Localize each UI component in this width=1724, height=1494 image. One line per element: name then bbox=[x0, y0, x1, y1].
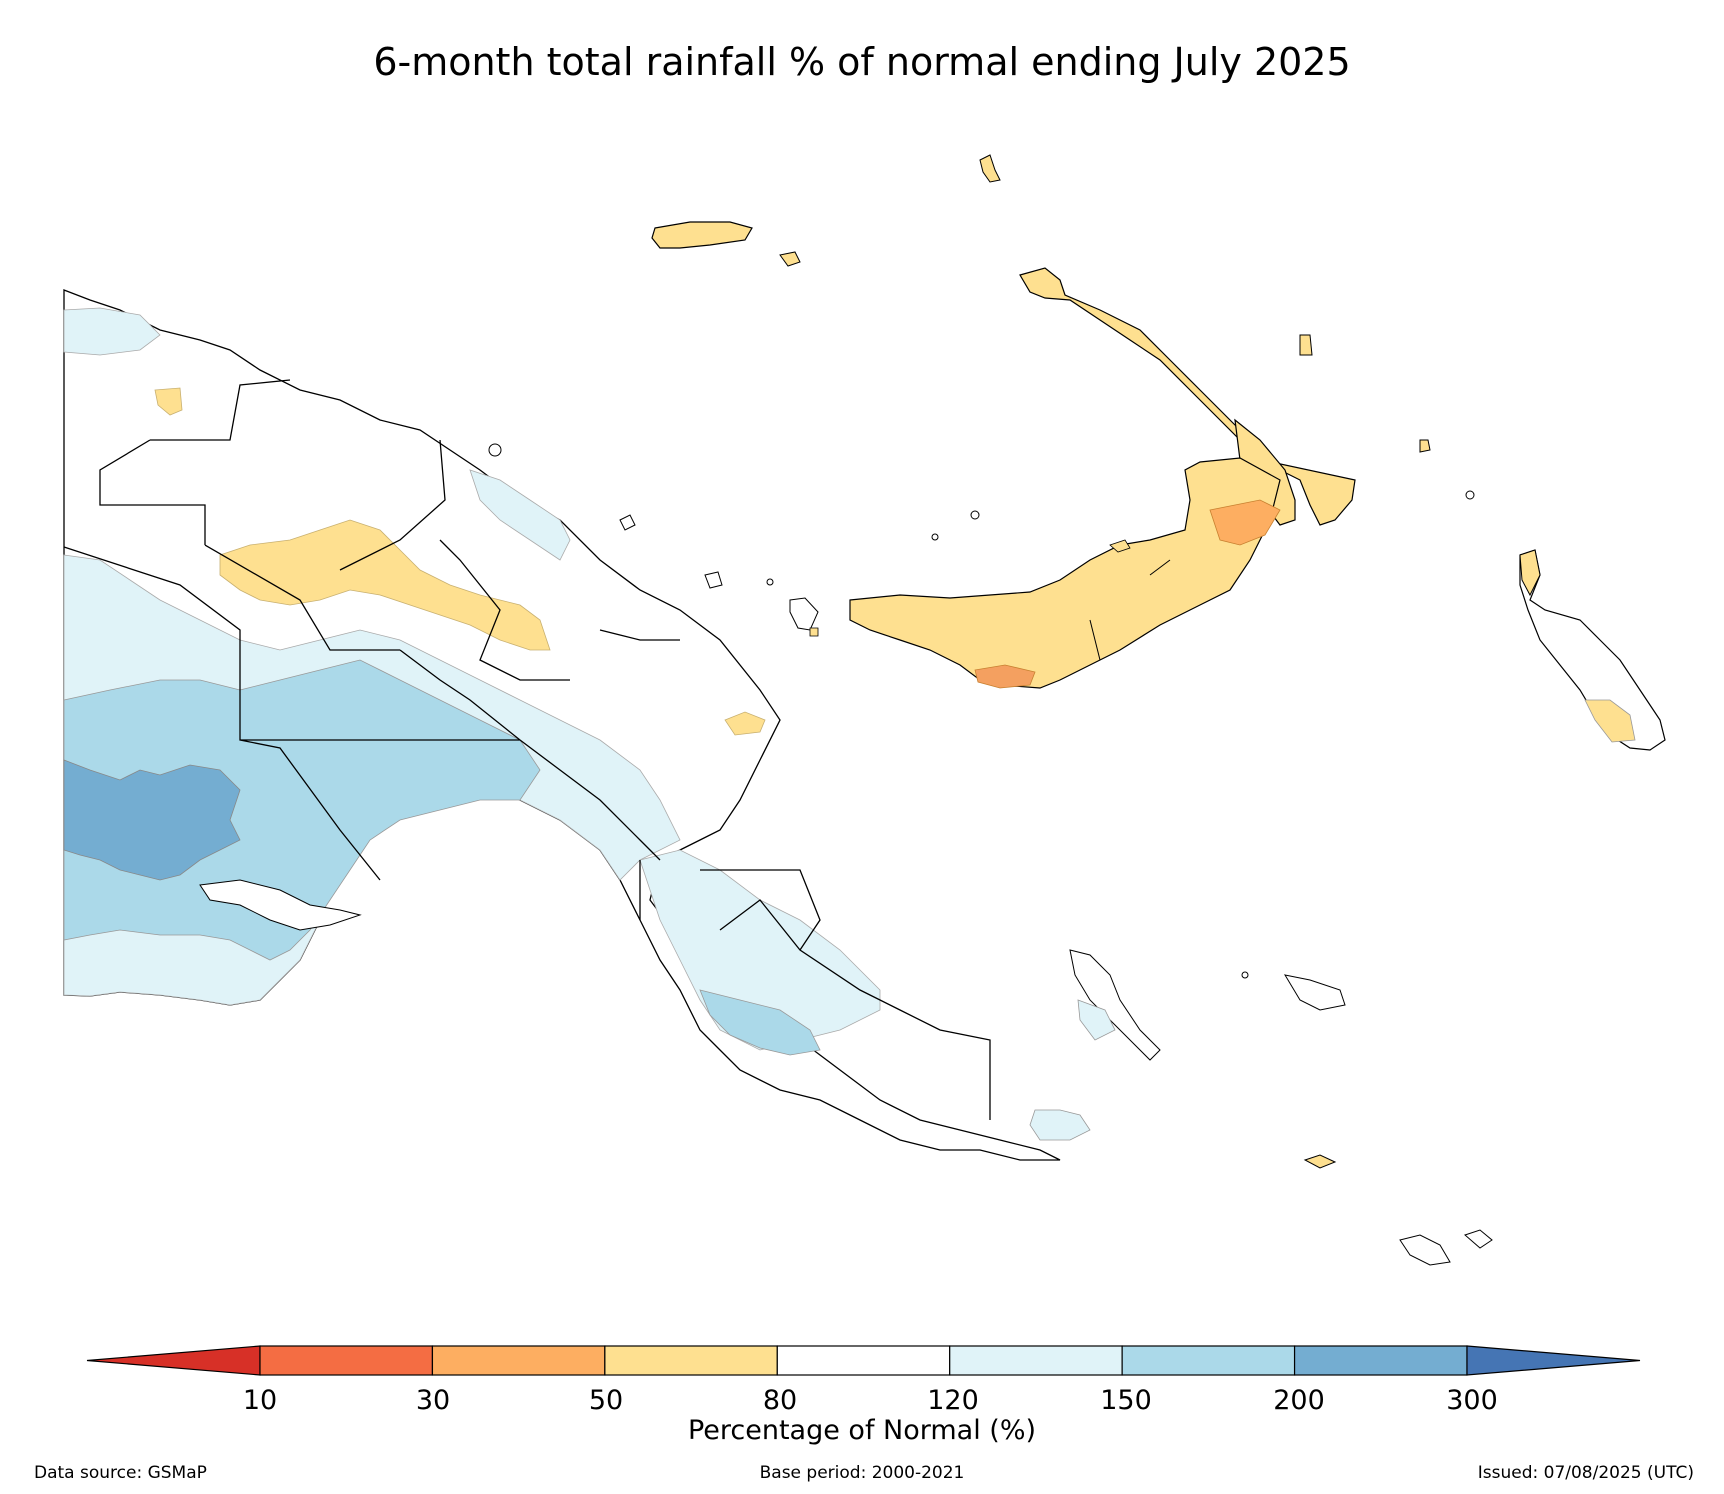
manus-island bbox=[651, 221, 801, 267]
base-period: Base period: 2000-2021 bbox=[759, 1463, 965, 1483]
fly-river-delta bbox=[199, 879, 362, 931]
colorbar-tick: 30 bbox=[415, 1385, 451, 1416]
colorbar-label: Percentage of Normal (%) bbox=[687, 1415, 1037, 1446]
colorbar-tick: 150 bbox=[1100, 1385, 1152, 1416]
zone-30-50-new-britain-ne bbox=[1209, 499, 1281, 546]
small-islands-yellow bbox=[979, 154, 1431, 1169]
mainland-west bbox=[63, 289, 1061, 1161]
zone-120-150-se-tail bbox=[639, 849, 881, 1051]
small-islands-white bbox=[488, 443, 1493, 1266]
zone-200-300-sw bbox=[63, 759, 241, 881]
colorbar-tick: 80 bbox=[762, 1385, 798, 1416]
colorbar-tick: 50 bbox=[588, 1385, 624, 1416]
colorbar-tick: 300 bbox=[1446, 1385, 1498, 1416]
zone-50-80-nw-blob bbox=[154, 387, 183, 416]
zone-150-200-sw bbox=[63, 659, 541, 961]
data-source: Data source: GSMaP bbox=[34, 1463, 207, 1483]
zone-50-80-highlands bbox=[219, 519, 551, 651]
zone-30-50-new-britain-s bbox=[974, 664, 1036, 689]
colorbar bbox=[86, 1345, 1641, 1376]
bougainville bbox=[1519, 549, 1666, 751]
colorbar-tick: 200 bbox=[1273, 1385, 1325, 1416]
issued-date: Issued: 07/08/2025 (UTC) bbox=[1477, 1463, 1694, 1483]
zone-120-150-ncoast bbox=[469, 469, 571, 561]
colorbar-segment bbox=[259, 1345, 434, 1376]
province-borders bbox=[63, 379, 991, 1120]
colorbar-segment bbox=[1293, 1345, 1468, 1376]
colorbar-extend-low bbox=[86, 1345, 261, 1376]
colorbar-tick: 10 bbox=[242, 1385, 278, 1416]
colorbar-segment bbox=[949, 1345, 1123, 1376]
map-title: 6-month total rainfall % of normal endin… bbox=[373, 40, 1351, 84]
colorbar-segment bbox=[1121, 1345, 1296, 1376]
colorbar-segment bbox=[776, 1345, 951, 1376]
zone-150-200-se-tail bbox=[699, 989, 821, 1056]
colorbar-segment bbox=[431, 1345, 606, 1376]
colorbar-segment bbox=[604, 1345, 778, 1376]
zone-50-80-east-patch bbox=[724, 711, 766, 736]
colorbar-tick: 120 bbox=[927, 1385, 979, 1416]
zone-120-150-nw bbox=[63, 307, 161, 356]
new-britain bbox=[849, 457, 1281, 689]
colorbar-extend-high bbox=[1466, 1345, 1641, 1376]
